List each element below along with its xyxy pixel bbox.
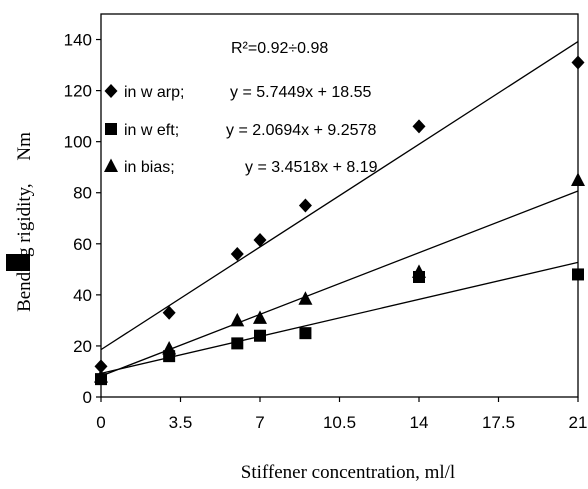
r-squared-annotation: R²=0.92÷0.98 bbox=[231, 40, 328, 57]
trendline bbox=[100, 261, 579, 374]
x-tick-label: 0 bbox=[96, 413, 105, 432]
y-axis-title: Bending rigidity, Nm bbox=[14, 132, 35, 312]
trendline bbox=[100, 190, 579, 377]
y-tick-label: 60 bbox=[73, 235, 92, 254]
legend-equation-warp: y = 5.7449x + 18.55 bbox=[230, 84, 372, 101]
x-tick-label: 14 bbox=[410, 413, 429, 432]
y-axis-title-text: Bending rigidity, Nm bbox=[14, 132, 35, 312]
x-axis-title: Stiffener concentration, ml/l bbox=[241, 462, 455, 483]
x-tick-label: 10.5 bbox=[323, 413, 356, 432]
data-point-triangle bbox=[571, 172, 585, 186]
legend-marker-diamond bbox=[104, 84, 118, 98]
plot-area bbox=[100, 13, 579, 398]
data-point-diamond bbox=[230, 247, 244, 262]
data-point-diamond bbox=[298, 198, 312, 213]
data-point-triangle bbox=[298, 291, 313, 305]
x-tick-label: 17.5 bbox=[482, 413, 515, 432]
y-tick-label: 40 bbox=[73, 286, 92, 305]
data-point-square bbox=[299, 327, 312, 340]
y-axis-title-unit: Nm bbox=[14, 132, 35, 161]
y-tick-label: 0 bbox=[83, 388, 92, 407]
legend-label-weft: in w eft; bbox=[124, 122, 179, 139]
y-axis-unit-symbol bbox=[6, 254, 30, 271]
axis-ticks: 0 20 40 60 80 100 120 140 0 3.5 7 10.5 14 17.5 21 bbox=[64, 31, 588, 432]
data-points bbox=[94, 55, 585, 386]
data-point-diamond bbox=[571, 55, 585, 70]
data-point-triangle bbox=[94, 369, 108, 383]
plot-frame bbox=[100, 13, 579, 398]
y-tick-label: 20 bbox=[73, 337, 92, 356]
data-point-triangle bbox=[412, 264, 426, 278]
data-point-triangle bbox=[253, 310, 267, 324]
data-point-square bbox=[231, 337, 244, 350]
data-point-square bbox=[572, 268, 584, 281]
data-point-diamond bbox=[253, 232, 267, 247]
legend-marker-triangle bbox=[104, 158, 118, 172]
data-point-diamond bbox=[94, 359, 108, 374]
y-tick-label: 140 bbox=[64, 31, 92, 50]
y-tick-label: 100 bbox=[64, 133, 92, 152]
data-point-diamond bbox=[162, 305, 176, 320]
legend: in w arp; y = 5.7449x + 18.55 in w eft; … bbox=[104, 84, 378, 176]
legend-equation-bias: y = 3.4518x + 8.19 bbox=[245, 159, 378, 176]
legend-markers bbox=[104, 84, 118, 172]
x-tick-label: 3.5 bbox=[169, 413, 193, 432]
legend-label-warp: in w arp; bbox=[124, 84, 184, 101]
legend-marker-square bbox=[105, 123, 117, 135]
data-point-triangle bbox=[230, 312, 245, 327]
legend-equation-weft: y = 2.0694x + 9.2578 bbox=[226, 122, 376, 139]
data-point-diamond bbox=[412, 119, 426, 134]
trendlines bbox=[100, 41, 579, 377]
y-axis-title-prefix: Bending rigidity, bbox=[14, 179, 35, 312]
x-tick-label: 7 bbox=[255, 413, 264, 432]
y-tick-label: 80 bbox=[73, 184, 92, 203]
data-point-triangle bbox=[162, 340, 177, 355]
x-tick-label: 21 bbox=[569, 413, 588, 432]
trendline bbox=[100, 41, 579, 351]
data-point-square bbox=[254, 329, 266, 342]
legend-label-bias: in bias; bbox=[124, 159, 175, 176]
y-tick-label: 120 bbox=[64, 82, 92, 101]
